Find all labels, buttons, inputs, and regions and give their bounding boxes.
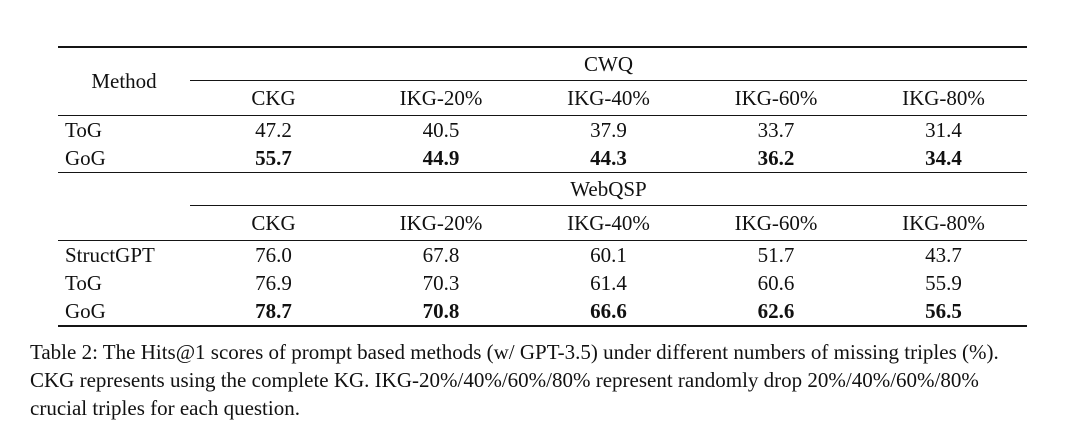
table-cell: 70.3 bbox=[422, 270, 460, 295]
method-name: GoG bbox=[65, 298, 106, 323]
table-row: GoG 78.7 70.8 66.6 62.6 56.5 bbox=[58, 297, 1027, 326]
method-name: GoG bbox=[58, 144, 190, 173]
table-cell: 44.3 bbox=[525, 144, 692, 173]
col-header-ikg60: IKG-60% bbox=[692, 80, 860, 116]
table-cell: 76.9 bbox=[255, 270, 292, 295]
caption-line: CKG represents using the complete KG. IK… bbox=[30, 368, 979, 392]
table-row: Method CWQ bbox=[58, 47, 1027, 116]
table-cell: 55.7 bbox=[190, 144, 357, 173]
col-header-ikg40: IKG-40% bbox=[525, 80, 692, 116]
col-header-ikg80: IKG-80% bbox=[860, 205, 1027, 241]
caption-line: Table 2: The Hits@1 scores of prompt bas… bbox=[30, 340, 999, 364]
dataset-header-cwq: CWQ bbox=[190, 47, 1027, 81]
method-name: ToG bbox=[65, 117, 103, 142]
table-cell: 36.2 bbox=[692, 144, 860, 173]
col-header-ckg: CKG bbox=[190, 80, 357, 116]
method-column-header: Method bbox=[58, 47, 190, 116]
table-cell: 61.4 bbox=[590, 270, 627, 295]
table-cell: 62.6 bbox=[757, 298, 795, 323]
table-cell: 31.4 bbox=[925, 117, 962, 142]
caption-line: crucial triples for each question. bbox=[30, 396, 300, 420]
table-cell: 70.8 bbox=[422, 298, 460, 323]
table-cell: 66.6 bbox=[590, 298, 627, 323]
col-header-ikg60: IKG-60% bbox=[692, 205, 860, 241]
table-cell: 33.7 bbox=[757, 117, 795, 142]
method-name: ToG bbox=[65, 270, 103, 295]
dataset-header-webqsp: WebQSP bbox=[190, 172, 1027, 206]
table-cell: 47.2 bbox=[255, 117, 292, 142]
empty-cell bbox=[58, 205, 190, 241]
table-cell: 76.0 bbox=[255, 242, 292, 267]
table-cell: 44.9 bbox=[357, 144, 525, 173]
table-row: GoG 55.7 44.9 44.3 36.2 34.4 bbox=[58, 144, 1027, 173]
table-cell: 37.9 bbox=[590, 117, 627, 142]
table-cell: 78.7 bbox=[255, 298, 292, 323]
table-cell: 60.1 bbox=[590, 242, 627, 267]
table-row: StructGPT 76.0 67.8 60.1 51.7 43.7 bbox=[58, 241, 1027, 270]
col-header-ikg80: IKG-80% bbox=[860, 80, 1027, 116]
table-row: ToG 76.9 70.3 61.4 60.6 55.9 bbox=[58, 269, 1027, 297]
table-cell: 60.6 bbox=[757, 270, 795, 295]
empty-cell bbox=[58, 173, 190, 206]
table-cell: 67.8 bbox=[422, 242, 460, 267]
table-cell: 51.7 bbox=[757, 242, 795, 267]
table-row: WebQSP bbox=[58, 172, 1027, 206]
table-cell: 40.5 bbox=[422, 117, 460, 142]
table-caption: Table 2: The Hits@1 scores of prompt bas… bbox=[30, 338, 1054, 422]
col-header-ikg20: IKG-20% bbox=[357, 205, 525, 241]
results-table: Method CWQ CKG IKG-20% IKG-40% IKG-60% I… bbox=[58, 46, 1027, 327]
table-row: CKG IKG-20% IKG-40% IKG-60% IKG-80% bbox=[58, 205, 1027, 241]
table-row: ToG 47.2 40.5 37.9 33.7 31.4 bbox=[58, 116, 1027, 145]
table-row: CKG IKG-20% IKG-40% IKG-60% IKG-80% bbox=[58, 80, 1027, 116]
col-header-ikg20: IKG-20% bbox=[357, 80, 525, 116]
table-cell: 56.5 bbox=[925, 298, 962, 323]
col-header-ckg: CKG bbox=[190, 205, 357, 241]
table-cell: 43.7 bbox=[925, 242, 962, 267]
table-cell: 34.4 bbox=[860, 144, 1027, 173]
method-name: StructGPT bbox=[65, 242, 155, 267]
table-cell: 55.9 bbox=[925, 270, 962, 295]
col-header-ikg40: IKG-40% bbox=[525, 205, 692, 241]
